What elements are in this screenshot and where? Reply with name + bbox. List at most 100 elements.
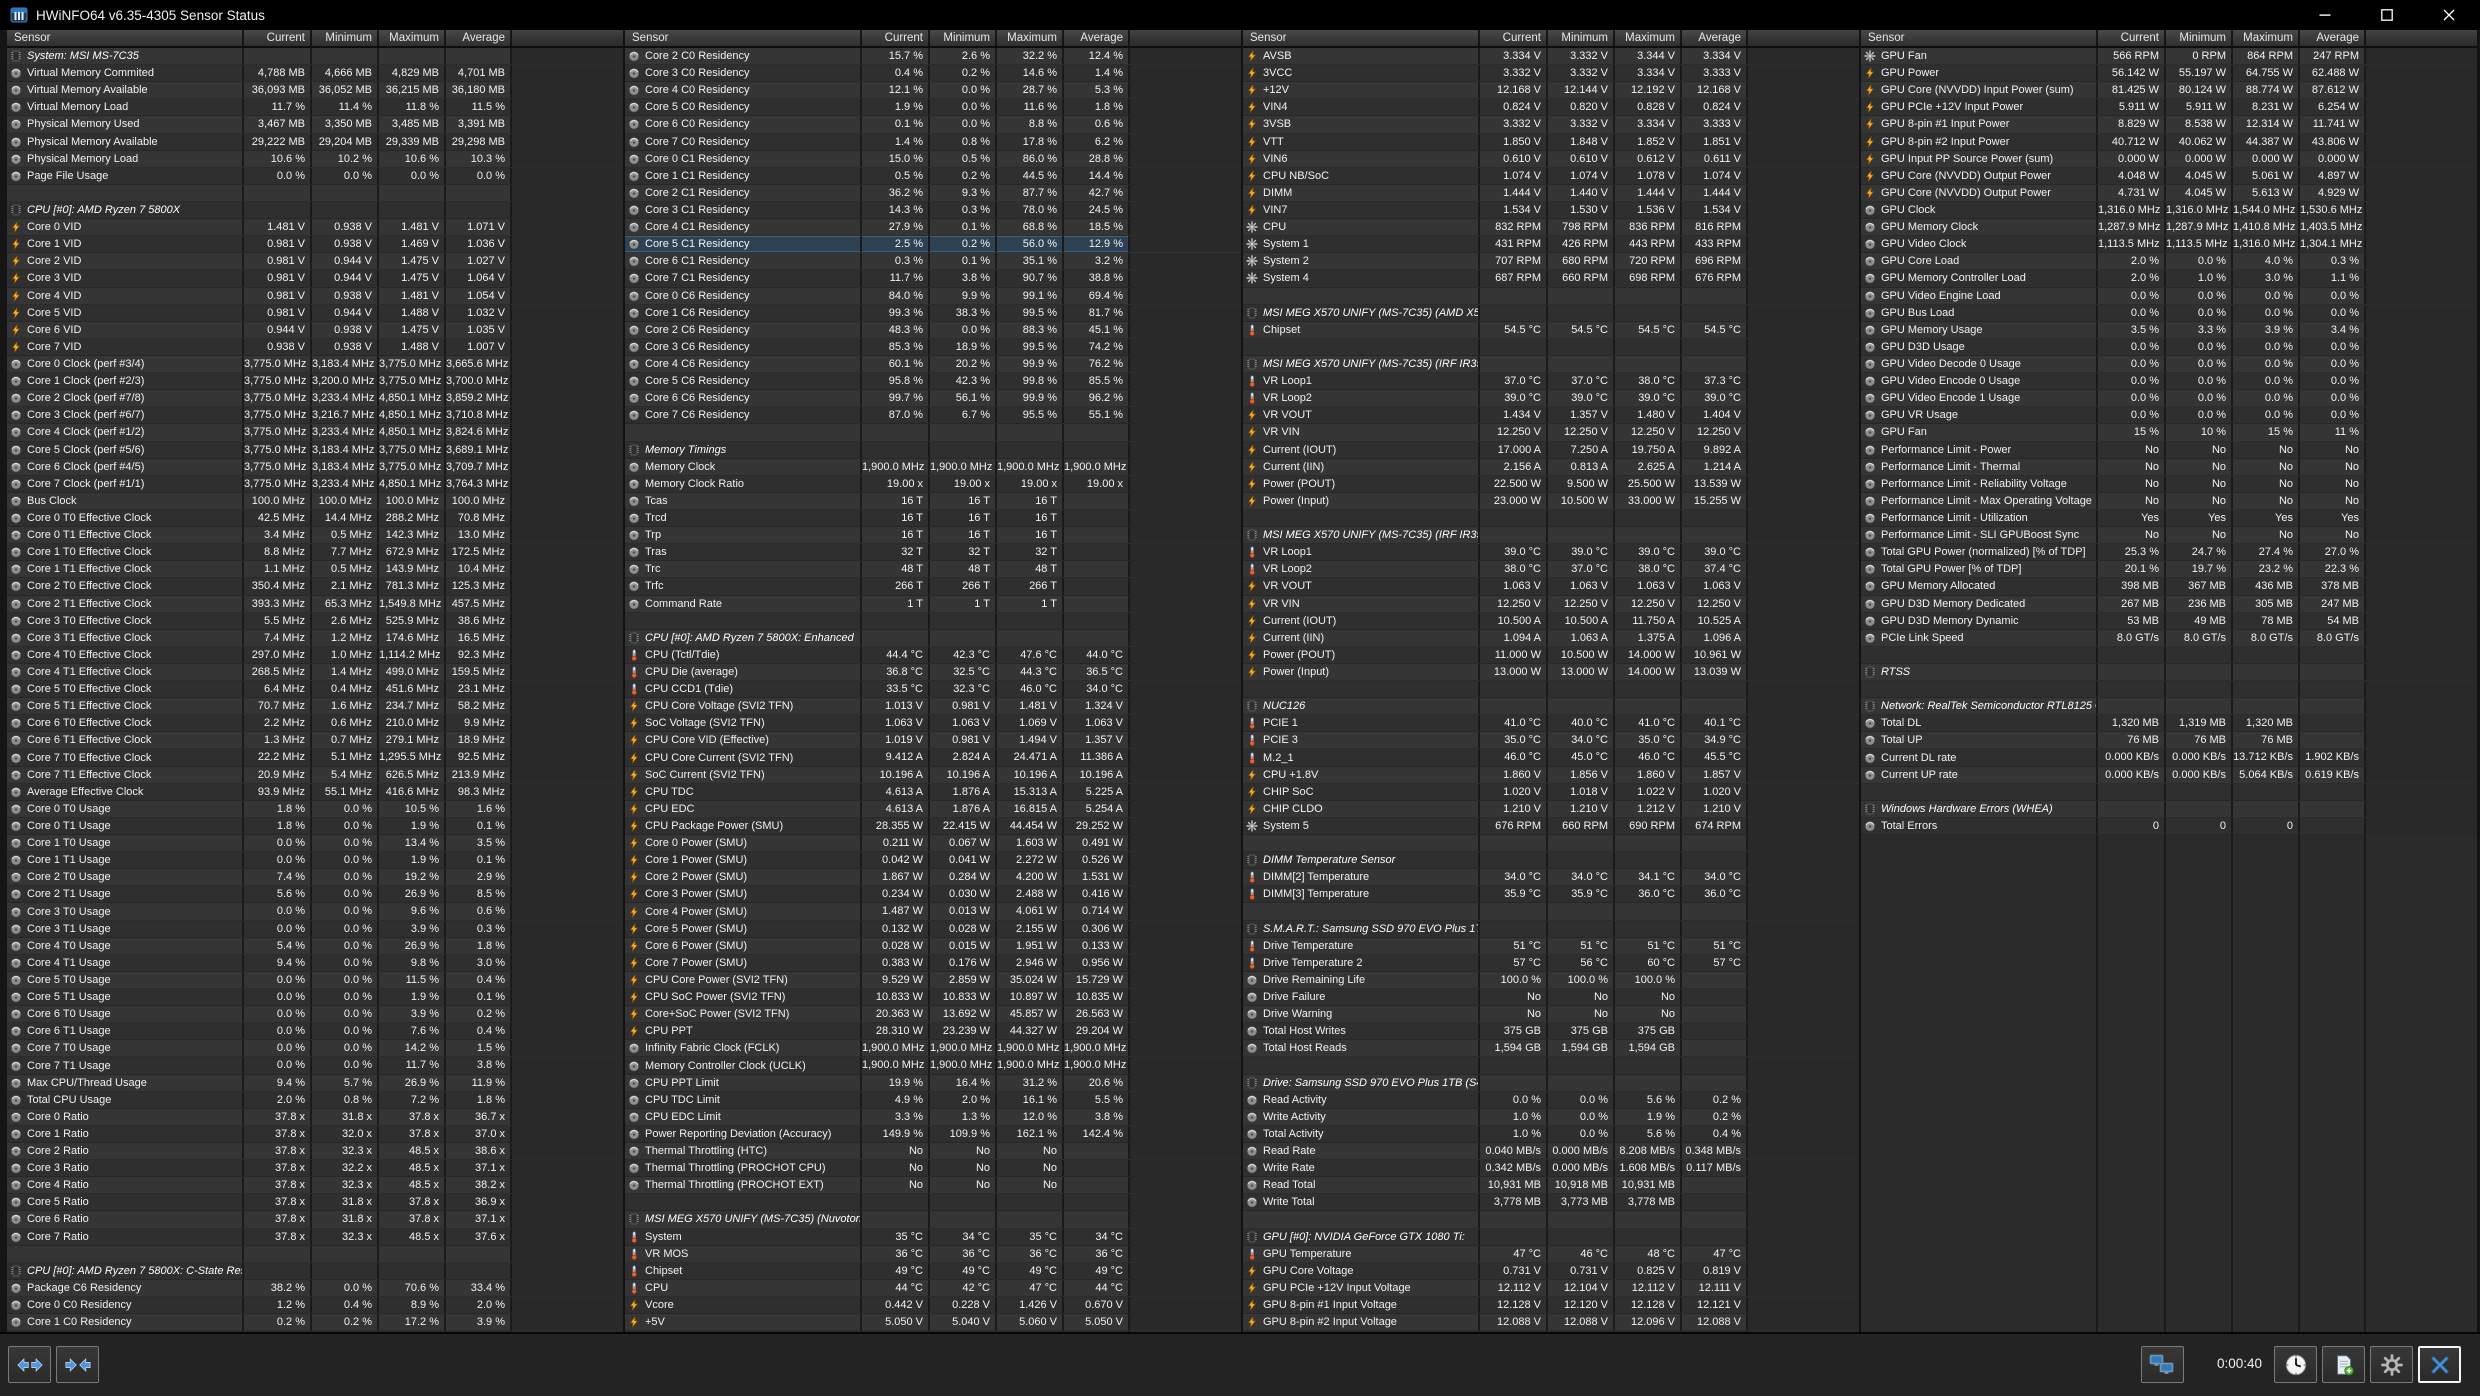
sensor-row[interactable]: Core 6 Ratio 37.8 x 31.8 x 37.8 x 37.1 x — [7, 1211, 623, 1229]
sensor-row[interactable]: Thermal Throttling (PROCHOT CPU) No No No — [625, 1160, 1241, 1178]
sensor-row[interactable]: CPU 44 °C 42 °C 47 °C 44 °C — [625, 1279, 1241, 1297]
sensor-row[interactable]: Core 0 VID 1.481 V 0.938 V 1.481 V 1.071 V — [7, 219, 623, 237]
column-header-sensor[interactable]: Sensor — [1861, 30, 2098, 46]
sensor-row[interactable]: Core 7 T0 Effective Clock 22.2 MHz 5.1 MHz… — [7, 749, 623, 767]
sensor-row[interactable]: Core 1 C1 Residency 0.5 % 0.2 % 44.5 % 14.4 … — [625, 167, 1241, 185]
sensor-row[interactable]: Page File Usage 0.0 % 0.0 % 0.0 % 0.0 % — [7, 167, 623, 185]
sensor-row[interactable]: GPU Fan 15 % 10 % 15 % 11 % — [1861, 424, 2477, 442]
sensor-row[interactable]: Core 3 C6 Residency 85.3 % 18.9 % 99.5 % 74.… — [625, 338, 1241, 356]
sensor-row[interactable]: Power Reporting Deviation (Accuracy) 149.… — [625, 1125, 1241, 1143]
sensor-row[interactable]: Core 5 Clock (perf #5/6) 3,775.0 MHz 3,183… — [7, 441, 623, 459]
sensor-row[interactable]: VR MOS 36 °C 36 °C 36 °C 36 °C — [625, 1245, 1241, 1263]
sensor-row[interactable]: Core 4 C1 Residency 27.9 % 0.1 % 68.8 % 18.5… — [625, 219, 1241, 237]
sensor-row[interactable]: AVSB 3.334 V 3.332 V 3.344 V 3.334 V — [1243, 48, 1859, 66]
sensor-row[interactable]: Core 5 T0 Effective Clock 6.4 MHz 0.4 MHz 4… — [7, 681, 623, 699]
sensor-row[interactable]: Core 6 VID 0.944 V 0.938 V 1.475 V 1.035 V — [7, 321, 623, 339]
section-header-row[interactable]: CPU [#0]: AMD Ryzen 7 5800X: C-State Res… — [7, 1262, 623, 1280]
sensor-row[interactable]: CPU TDC 4.613 A 1.876 A 15.313 A 5.225 A — [625, 783, 1241, 801]
section-header-row[interactable]: CPU [#0]: AMD Ryzen 7 5800X — [7, 201, 623, 220]
sensor-row[interactable]: GPU Power 56.142 W 55.197 W 64.755 W 62.488 … — [1861, 65, 2477, 83]
column-header-minimum[interactable]: Minimum — [312, 30, 379, 46]
sensor-row[interactable]: CPU SoC Power (SVI2 TFN) 10.833 W 10.833 W… — [625, 989, 1241, 1007]
sensor-row[interactable]: Core 5 T1 Effective Clock 70.7 MHz 1.6 MHz… — [7, 698, 623, 716]
reset-clock-button[interactable] — [2274, 1346, 2317, 1383]
sensor-row[interactable]: Total GPU Power [% of TDP] 20.1 % 19.7 % 23… — [1861, 561, 2477, 579]
sensor-row[interactable]: Chipset 54.5 °C 54.5 °C 54.5 °C 54.5 °C — [1243, 321, 1859, 339]
sensor-row[interactable]: Memory Controller Clock (UCLK) 1,900.0 MH… — [625, 1057, 1241, 1075]
sensor-row[interactable]: Chipset 49 °C 49 °C 49 °C 49 °C — [625, 1262, 1241, 1280]
sensor-row[interactable]: Total UP 76 MB 76 MB 76 MB — [1861, 732, 2477, 750]
sensor-row[interactable]: Core 7 VID 0.938 V 0.938 V 1.488 V 1.007 V — [7, 338, 623, 356]
section-header-row[interactable]: MSI MEG X570 UNIFY (MS-7C35) (IRF IR3520… — [1243, 527, 1859, 545]
sensor-row[interactable]: Core 0 T1 Effective Clock 3.4 MHz 0.5 MHz 1… — [7, 527, 623, 545]
sensor-row[interactable]: Core 3 T0 Effective Clock 5.5 MHz 2.6 MHz 5… — [7, 612, 623, 630]
column-header-minimum[interactable]: Minimum — [1548, 30, 1615, 46]
section-header-row[interactable]: Windows Hardware Errors (WHEA) — [1861, 800, 2477, 818]
column-header-maximum[interactable]: Maximum — [1615, 30, 1682, 46]
sensor-row[interactable]: Core 4 Ratio 37.8 x 32.3 x 48.5 x 38.2 x — [7, 1177, 623, 1195]
sensor-row[interactable]: CPU PPT 28.310 W 23.239 W 44.327 W 29.204 W — [625, 1023, 1241, 1041]
sensor-row[interactable]: GPU PCIe +12V Input Voltage 12.112 V 12.10… — [1243, 1279, 1859, 1297]
sensor-row[interactable]: GPU Input PP Source Power (sum) 0.000 W 0.… — [1861, 150, 2477, 168]
sensor-row[interactable]: Thermal Throttling (PROCHOT EXT) No No No — [625, 1177, 1241, 1195]
sensor-row[interactable]: System 2 707 RPM 680 RPM 720 RPM 696 RPM — [1243, 253, 1859, 271]
sensor-row[interactable]: Write Rate 0.342 MB/s 0.000 MB/s 1.608 MB/s… — [1243, 1160, 1859, 1178]
sensor-row[interactable]: Core 7 C0 Residency 1.4 % 0.8 % 17.8 % 6.2 % — [625, 133, 1241, 151]
sensor-row[interactable]: Core 5 T1 Usage 0.0 % 0.0 % 1.9 % 0.1 % — [7, 989, 623, 1007]
sensor-row[interactable]: Core 2 T0 Effective Clock 350.4 MHz 2.1 MH… — [7, 578, 623, 596]
sensor-row[interactable]: M.2_1 46.0 °C 45.0 °C 46.0 °C 45.5 °C — [1243, 749, 1859, 767]
sensor-row[interactable]: Core 0 C1 Residency 15.0 % 0.5 % 86.0 % 28.8… — [625, 150, 1241, 168]
sensor-row[interactable]: Virtual Memory Load 11.7 % 11.4 % 11.8 % 11.… — [7, 99, 623, 117]
sensor-row[interactable]: Current (IIN) 2.156 A 0.813 A 2.625 A 1.214 … — [1243, 458, 1859, 476]
sensor-row[interactable]: GPU Bus Load 0.0 % 0.0 % 0.0 % 0.0 % — [1861, 304, 2477, 322]
sensor-row[interactable]: Power (POUT) 22.500 W 9.500 W 25.500 W 13.53… — [1243, 475, 1859, 493]
sensor-row[interactable]: VR Loop1 37.0 °C 37.0 °C 38.0 °C 37.3 °C — [1243, 373, 1859, 391]
close-window-button[interactable] — [2418, 0, 2480, 30]
sensor-row[interactable]: Read Rate 0.040 MB/s 0.000 MB/s 8.208 MB/s 0… — [1243, 1143, 1859, 1161]
sensor-row[interactable]: GPU Video Decode 0 Usage 0.0 % 0.0 % 0.0 % 0… — [1861, 355, 2477, 374]
sensor-row[interactable]: GPU D3D Memory Dedicated 267 MB 236 MB 305 … — [1861, 595, 2477, 613]
sensor-row[interactable]: Core 4 T0 Effective Clock 297.0 MHz 1.0 MH… — [7, 646, 623, 664]
section-header-row[interactable]: MSI MEG X570 UNIFY (MS-7C35) (IRF IR3520… — [1243, 355, 1859, 374]
sensor-row[interactable]: SoC Voltage (SVI2 TFN) 1.063 V 1.063 V 1.06… — [625, 715, 1241, 733]
sensor-row[interactable]: GPU D3D Memory Dynamic 53 MB 49 MB 78 MB 54 … — [1861, 612, 2477, 630]
sensor-row[interactable]: 3VCC 3.332 V 3.332 V 3.334 V 3.333 V — [1243, 65, 1859, 83]
sensor-row[interactable]: DIMM 1.444 V 1.440 V 1.444 V 1.444 V — [1243, 184, 1859, 202]
sensor-row[interactable]: CPU CCD1 (Tdie) 33.5 °C 32.3 °C 46.0 °C 34.0… — [625, 681, 1241, 699]
sensor-row[interactable]: Core 1 T1 Effective Clock 1.1 MHz 0.5 MHz 1… — [7, 561, 623, 579]
sensor-row[interactable]: Core 4 VID 0.981 V 0.938 V 1.481 V 1.054 V — [7, 287, 623, 305]
sensor-row[interactable]: Core 3 T1 Usage 0.0 % 0.0 % 3.9 % 0.3 % — [7, 920, 623, 938]
sensor-row[interactable]: Read Total 10,931 MB 10,918 MB 10,931 MB — [1243, 1177, 1859, 1195]
sensor-row[interactable]: Core 2 C6 Residency 48.3 % 0.0 % 88.3 % 45.1… — [625, 321, 1241, 339]
column-header-average[interactable]: Average — [446, 30, 512, 46]
sensor-row[interactable]: CPU PPT Limit 19.9 % 16.4 % 31.2 % 20.6 % — [625, 1074, 1241, 1092]
sensor-row[interactable]: Core 0 C0 Residency 1.2 % 0.4 % 8.9 % 2.0 % — [7, 1296, 623, 1315]
sensor-row[interactable]: Core 7 Ratio 37.8 x 32.3 x 48.5 x 37.6 x — [7, 1228, 623, 1246]
sensor-row[interactable]: GPU Video Clock 1,113.5 MHz 1,113.5 MHz 1,3… — [1861, 236, 2477, 254]
sensor-row[interactable]: Total GPU Power (normalized) [% of TDP] 2… — [1861, 544, 2477, 562]
sensor-row[interactable]: GPU Temperature 47 °C 46 °C 48 °C 47 °C — [1243, 1245, 1859, 1263]
sensor-row[interactable]: Core 2 T1 Effective Clock 393.3 MHz 65.3 M… — [7, 595, 623, 613]
sensor-row[interactable]: Performance Limit - SLI GPUBoost Sync No N… — [1861, 527, 2477, 545]
sensor-row[interactable]: Physical Memory Load 10.6 % 10.2 % 10.6 % 10… — [7, 150, 623, 168]
settings-button[interactable] — [2370, 1346, 2413, 1383]
section-header-row[interactable]: CPU [#0]: AMD Ryzen 7 5800X: Enhanced — [625, 629, 1241, 647]
sensor-row[interactable]: Trp 16 T 16 T 16 T — [625, 527, 1241, 545]
column-header-maximum[interactable]: Maximum — [2233, 30, 2300, 46]
sensor-row[interactable]: Vcore 0.442 V 0.228 V 1.426 V 0.670 V — [625, 1296, 1241, 1315]
sensor-row[interactable]: Core 2 T1 Usage 5.6 % 0.0 % 26.9 % 8.5 % — [7, 886, 623, 904]
sensor-row[interactable]: System 35 °C 34 °C 35 °C 34 °C — [625, 1228, 1241, 1246]
sensor-row[interactable]: VR VIN 12.250 V 12.250 V 12.250 V 12.250 V — [1243, 595, 1859, 613]
sensor-row[interactable]: Core 1 C6 Residency 99.3 % 38.3 % 99.5 % 81.… — [625, 304, 1241, 322]
sensor-row[interactable]: PCIe Link Speed 8.0 GT/s 8.0 GT/s 8.0 GT/s 8… — [1861, 629, 2477, 647]
sensor-row[interactable]: Core 0 T1 Usage 1.8 % 0.0 % 1.9 % 0.1 % — [7, 817, 623, 836]
section-header-row[interactable]: MSI MEG X570 UNIFY (MS-7C35) (AMD X570) — [1243, 304, 1859, 322]
sensor-row[interactable]: CPU EDC Limit 3.3 % 1.3 % 12.0 % 3.8 % — [625, 1108, 1241, 1126]
sensor-row[interactable]: Write Activity 1.0 % 0.0 % 1.9 % 0.2 % — [1243, 1108, 1859, 1126]
sensor-row[interactable]: Infinity Fabric Clock (FCLK) 1,900.0 MHz 1… — [625, 1040, 1241, 1058]
sensor-row[interactable]: Core 3 VID 0.981 V 0.944 V 1.475 V 1.064 V — [7, 270, 623, 288]
sensor-row[interactable]: Write Total 3,778 MB 3,773 MB 3,778 MB — [1243, 1194, 1859, 1212]
